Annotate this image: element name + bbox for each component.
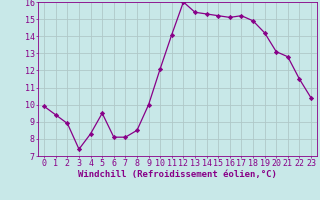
X-axis label: Windchill (Refroidissement éolien,°C): Windchill (Refroidissement éolien,°C): [78, 170, 277, 179]
